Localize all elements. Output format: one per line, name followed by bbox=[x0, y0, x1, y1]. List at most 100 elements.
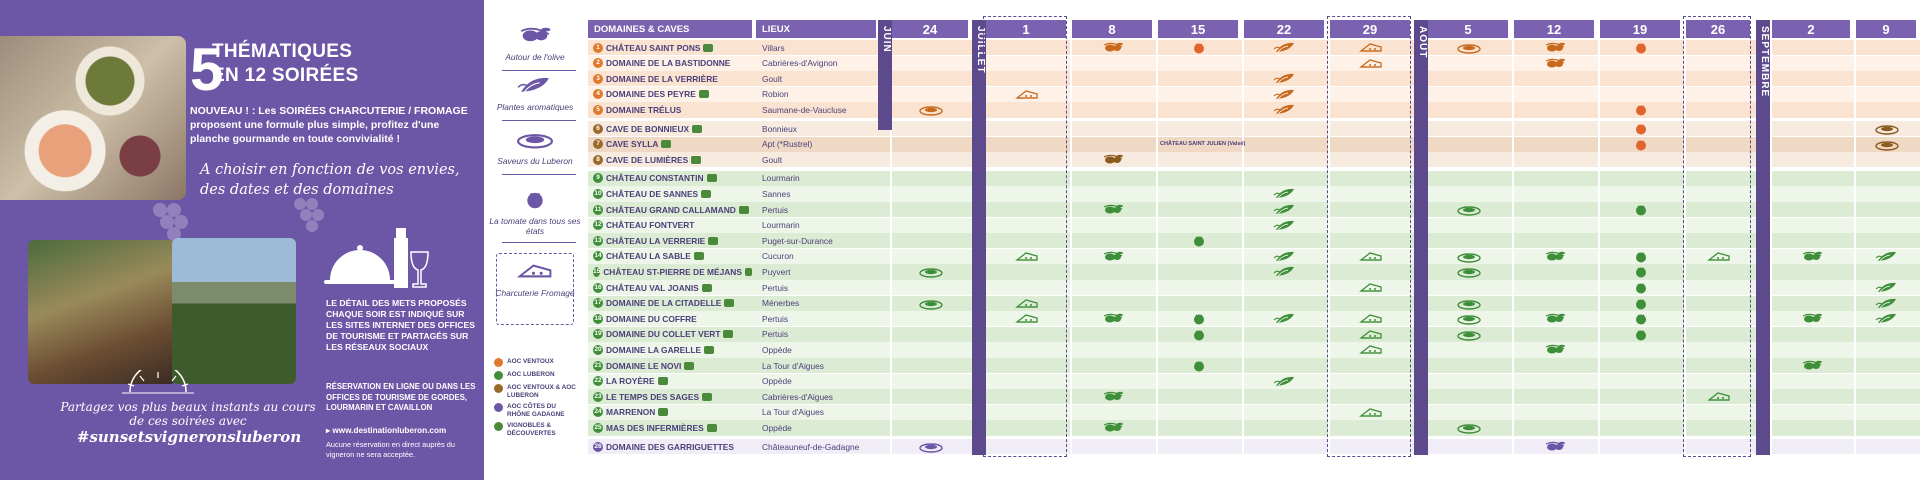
domain-name-cell: 7 CAVE SYLLA bbox=[588, 137, 752, 152]
column-separator bbox=[1770, 342, 1772, 358]
vignobles-badge-icon bbox=[701, 190, 712, 199]
column-separator bbox=[1854, 202, 1856, 218]
herb-icon bbox=[1272, 375, 1298, 388]
column-separator bbox=[1070, 439, 1072, 455]
column-separator bbox=[1770, 186, 1772, 202]
column-separator bbox=[1070, 311, 1072, 327]
column-separator bbox=[1328, 102, 1330, 118]
herb-icon bbox=[1272, 250, 1298, 263]
column-separator bbox=[890, 248, 892, 265]
column-separator bbox=[1070, 71, 1072, 87]
cloche-wine-icon bbox=[324, 228, 429, 288]
lieu-cell: La Tour d'Aigues bbox=[762, 407, 824, 418]
domain-number: 18 bbox=[593, 313, 603, 324]
column-separator bbox=[1770, 326, 1772, 343]
domain-name: CAVE SYLLA bbox=[606, 139, 659, 150]
domain-number: 19 bbox=[593, 329, 603, 340]
domain-name-cell: 15 CHÂTEAU ST-PIERRE DE MÉJANS bbox=[588, 264, 752, 279]
column-separator bbox=[1512, 373, 1514, 389]
domain-number: 21 bbox=[593, 360, 603, 371]
column-separator bbox=[1242, 136, 1244, 152]
cheese-icon bbox=[1358, 41, 1384, 54]
theme-2: Plantes aromatiques bbox=[488, 72, 582, 112]
column-separator bbox=[1070, 233, 1072, 249]
legend: AOC VENTOUX AOC LUBERON AOC VENTOUX & AOC … bbox=[494, 358, 578, 441]
column-separator bbox=[1854, 248, 1856, 265]
column-separator bbox=[1854, 326, 1856, 343]
column-separator bbox=[1598, 342, 1600, 358]
column-separator bbox=[1770, 404, 1772, 421]
theme-label: Autour de l'olive bbox=[505, 52, 565, 62]
lieu-cell: Lourmarin bbox=[762, 220, 800, 231]
column-separator bbox=[1242, 389, 1244, 405]
column-separator bbox=[1156, 420, 1158, 436]
domain-name-cell: 13 CHÂTEAU LA VERRERIE bbox=[588, 233, 752, 248]
column-separator bbox=[1770, 152, 1772, 168]
lieu-cell: Cabrières-d'Aigues bbox=[762, 391, 833, 402]
column-separator bbox=[1854, 342, 1856, 358]
column-separator bbox=[1854, 152, 1856, 168]
domain-number: 9 bbox=[593, 173, 603, 184]
website-link[interactable]: ▸ www.destinationluberon.com bbox=[326, 426, 447, 435]
column-separator bbox=[1854, 121, 1856, 137]
lieu-cell: Cabrières-d'Avignon bbox=[762, 58, 838, 69]
column-separator bbox=[1512, 136, 1514, 152]
domain-name-cell: 4 DOMAINE DES PEYRE bbox=[588, 87, 752, 102]
column-separator bbox=[1854, 404, 1856, 421]
column-separator bbox=[1328, 186, 1330, 202]
column-separator bbox=[1242, 121, 1244, 137]
lieu-cell: Oppède bbox=[762, 423, 792, 434]
tomato-icon bbox=[1186, 312, 1212, 325]
lieu-cell: Ménerbes bbox=[762, 298, 800, 309]
column-separator bbox=[890, 170, 892, 187]
domain-name-cell: 23 LE TEMPS DES SAGES bbox=[588, 389, 752, 404]
plate-icon bbox=[1456, 265, 1482, 279]
domain-name: CHÂTEAU LA VERRERIE bbox=[606, 235, 706, 246]
column-separator bbox=[1070, 86, 1072, 103]
vignobles-badge-icon bbox=[723, 330, 734, 339]
column-separator bbox=[1854, 71, 1856, 87]
column-separator bbox=[1598, 186, 1600, 202]
column-separator bbox=[1156, 342, 1158, 358]
domain-name: DOMAINE LA GARELLE bbox=[606, 345, 702, 356]
table-row: 23 LE TEMPS DES SAGES Cabrières-d'Aigues bbox=[588, 389, 1920, 405]
olive-icon bbox=[1542, 57, 1568, 70]
column-separator bbox=[1070, 264, 1072, 280]
vignobles-badge-icon bbox=[698, 90, 709, 99]
theme-divider bbox=[502, 70, 576, 71]
domain-number: 20 bbox=[593, 345, 603, 356]
domain-number: 12 bbox=[593, 220, 603, 231]
column-separator bbox=[890, 439, 892, 455]
domain-number: 5 bbox=[593, 105, 603, 116]
column-separator bbox=[1156, 152, 1158, 168]
cheese-icon bbox=[1358, 250, 1384, 263]
domain-name: CHÂTEAU ST-PIERRE DE MÉJANS bbox=[603, 267, 742, 278]
column-separator bbox=[1328, 420, 1330, 436]
cheese-icon bbox=[1358, 406, 1384, 419]
column-separator bbox=[1156, 326, 1158, 343]
column-separator bbox=[1070, 389, 1072, 405]
column-separator bbox=[1770, 295, 1772, 311]
lieu-cell: Bonnieux bbox=[762, 123, 797, 134]
column-separator bbox=[1854, 233, 1856, 249]
domain-name: DOMAINE DES GARRIGUETTES bbox=[606, 441, 734, 452]
domain-name: CHÂTEAU LA SABLE bbox=[606, 251, 691, 262]
column-separator bbox=[1770, 217, 1772, 233]
domain-name-cell: 6 CAVE DE BONNIEUX bbox=[588, 121, 752, 136]
column-separator bbox=[1684, 102, 1686, 118]
column-separator bbox=[1598, 420, 1600, 436]
column-separator bbox=[1598, 55, 1600, 71]
column-separator bbox=[1242, 342, 1244, 358]
column-separator bbox=[1770, 439, 1772, 455]
tomato-icon bbox=[1628, 297, 1654, 310]
column-separator bbox=[1156, 71, 1158, 87]
column-separator bbox=[1512, 121, 1514, 137]
table-row: 19 DOMAINE DU COLLET VERT Pertuis bbox=[588, 326, 1920, 343]
column-separator bbox=[1684, 55, 1686, 71]
dashed-column-26 bbox=[1683, 16, 1751, 457]
date-header: 26 bbox=[1686, 20, 1750, 38]
legend-dot bbox=[494, 371, 503, 380]
column-separator bbox=[1242, 55, 1244, 71]
domain-name: DOMAINE LE NOVI bbox=[606, 360, 682, 371]
cheese-icon bbox=[1014, 88, 1040, 101]
